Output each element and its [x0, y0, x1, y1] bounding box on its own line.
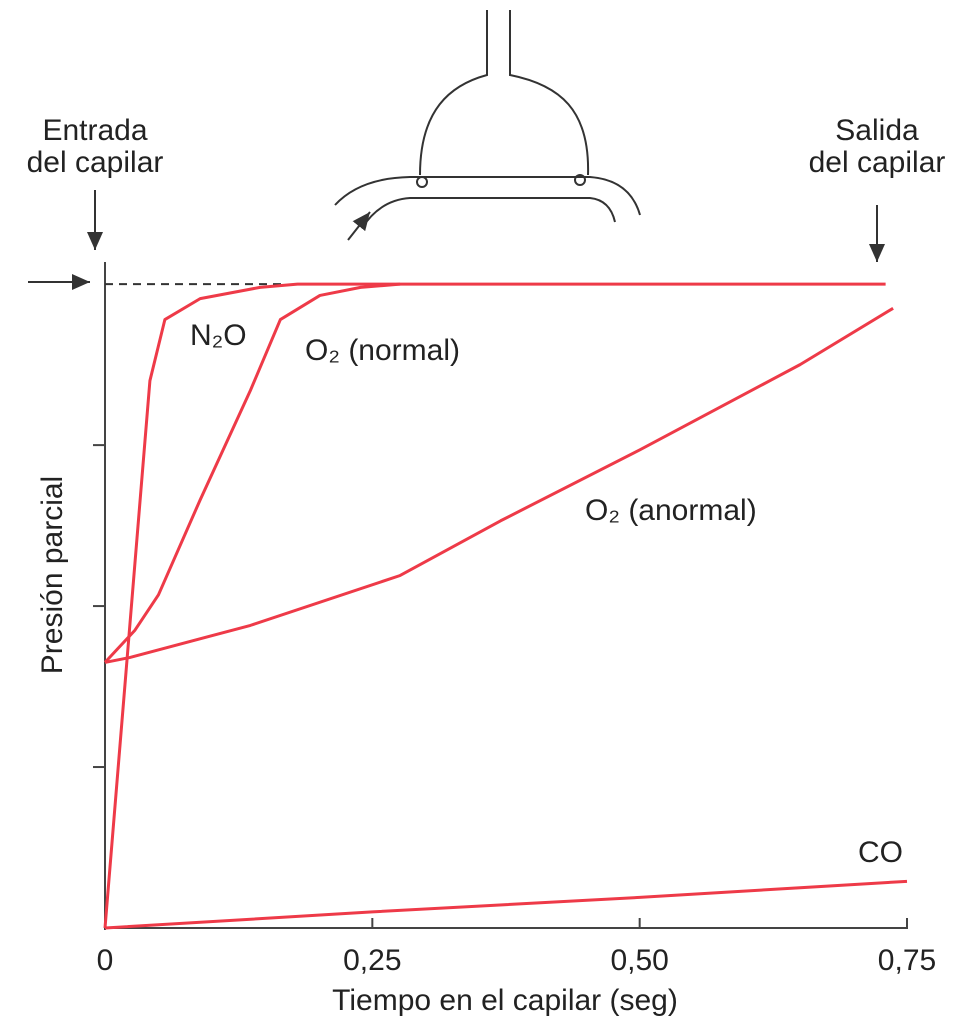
series-label: O₂ (normal) — [305, 334, 460, 367]
annotation: del capilar — [27, 146, 164, 179]
series-label: O₂ (anormal) — [585, 494, 757, 527]
series-label: N₂O — [190, 319, 247, 352]
series-label: CO — [858, 836, 903, 869]
x-tick-label: 0,75 — [878, 944, 936, 977]
x-axis-label: Tiempo en el capilar (seg) — [332, 984, 678, 1017]
series-line — [103, 282, 401, 664]
series-line — [104, 307, 894, 664]
y-axis-label: Presión parcial — [36, 476, 69, 674]
series-line — [103, 282, 886, 929]
annotation: del capilar — [809, 146, 946, 179]
series-line — [104, 879, 908, 930]
x-tick-label: 0 — [97, 944, 114, 977]
annotation: Salida — [835, 114, 919, 147]
x-tick-label: 0,50 — [610, 944, 668, 977]
x-tick-label: 0,25 — [343, 944, 401, 977]
apparatus-drawing — [334, 10, 641, 241]
annotation: Entrada — [42, 114, 147, 147]
